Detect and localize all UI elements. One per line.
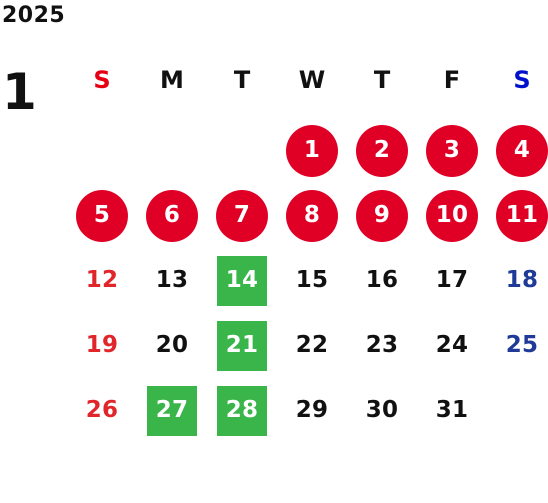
day-number: 31 xyxy=(435,397,469,423)
day-cell-15[interactable]: 15 xyxy=(277,248,347,313)
day-cell-9[interactable]: 9 xyxy=(347,183,417,248)
weekday-header-saturday: S xyxy=(513,66,531,94)
day-cell-21[interactable]: 21 xyxy=(207,313,277,378)
day-number: 10 xyxy=(426,189,478,242)
day-cell-12[interactable]: 12 xyxy=(67,248,137,313)
day-cell-6[interactable]: 6 xyxy=(137,183,207,248)
day-number: 20 xyxy=(155,332,189,358)
day-number: 23 xyxy=(365,332,399,358)
day-number: 29 xyxy=(295,397,329,423)
day-cell-3[interactable]: 3 xyxy=(417,118,487,183)
day-cell-10[interactable]: 10 xyxy=(417,183,487,248)
year-label: 2025 xyxy=(2,3,66,28)
day-cell-2[interactable]: 2 xyxy=(347,118,417,183)
day-cell-30[interactable]: 30 xyxy=(347,378,417,443)
day-number: 21 xyxy=(217,320,267,371)
day-number: 19 xyxy=(85,332,119,358)
day-number: 14 xyxy=(217,255,267,306)
day-number: 11 xyxy=(496,189,548,242)
day-number: 15 xyxy=(295,267,329,293)
day-cell-8[interactable]: 8 xyxy=(277,183,347,248)
day-number: 26 xyxy=(85,397,119,423)
weekday-header-monday: M xyxy=(160,66,184,94)
day-number: 6 xyxy=(146,189,198,242)
day-cell-16[interactable]: 16 xyxy=(347,248,417,313)
day-number: 5 xyxy=(76,189,128,242)
day-number: 1 xyxy=(286,124,338,177)
day-cell-5[interactable]: 5 xyxy=(67,183,137,248)
day-cell-26[interactable]: 26 xyxy=(67,378,137,443)
day-number: 8 xyxy=(286,189,338,242)
day-number: 24 xyxy=(435,332,469,358)
day-number: 25 xyxy=(505,332,539,358)
day-number: 13 xyxy=(155,267,189,293)
day-number: 16 xyxy=(365,267,399,293)
day-cell-25[interactable]: 25 xyxy=(487,313,548,378)
day-number: 30 xyxy=(365,397,399,423)
day-number: 22 xyxy=(295,332,329,358)
day-cell-18[interactable]: 18 xyxy=(487,248,548,313)
day-cell-28[interactable]: 28 xyxy=(207,378,277,443)
day-number: 9 xyxy=(356,189,408,242)
day-cell-19[interactable]: 19 xyxy=(67,313,137,378)
month-number: 1 xyxy=(2,63,37,121)
day-cell-24[interactable]: 24 xyxy=(417,313,487,378)
day-number: 27 xyxy=(147,385,197,436)
day-number: 7 xyxy=(216,189,268,242)
weekday-header-sunday: S xyxy=(93,66,111,94)
weekday-header-thursday: T xyxy=(373,66,391,94)
day-number: 4 xyxy=(496,124,548,177)
day-cell-11[interactable]: 11 xyxy=(487,183,548,248)
day-cell-29[interactable]: 29 xyxy=(277,378,347,443)
weekday-header-tuesday: T xyxy=(233,66,251,94)
day-cell-31[interactable]: 31 xyxy=(417,378,487,443)
day-cell-22[interactable]: 22 xyxy=(277,313,347,378)
calendar-grid: 1 2 3 4 5 6 7 8 9 10 11 12 13 14 15 16 17 18 19 20 21 22 23 24 2… xyxy=(67,118,548,448)
day-number: 3 xyxy=(426,124,478,177)
day-cell-17[interactable]: 17 xyxy=(417,248,487,313)
day-cell-7[interactable]: 7 xyxy=(207,183,277,248)
weekday-header-wednesday: W xyxy=(298,66,326,94)
day-cell-14[interactable]: 14 xyxy=(207,248,277,313)
day-number: 2 xyxy=(356,124,408,177)
day-cell-23[interactable]: 23 xyxy=(347,313,417,378)
day-number: 17 xyxy=(435,267,469,293)
day-number: 28 xyxy=(217,385,267,436)
day-cell-4[interactable]: 4 xyxy=(487,118,548,183)
day-number: 18 xyxy=(505,267,539,293)
day-cell-27[interactable]: 27 xyxy=(137,378,207,443)
day-cell-20[interactable]: 20 xyxy=(137,313,207,378)
day-number: 12 xyxy=(85,267,119,293)
weekday-header-friday: F xyxy=(443,66,461,94)
day-cell-1[interactable]: 1 xyxy=(277,118,347,183)
day-cell-13[interactable]: 13 xyxy=(137,248,207,313)
